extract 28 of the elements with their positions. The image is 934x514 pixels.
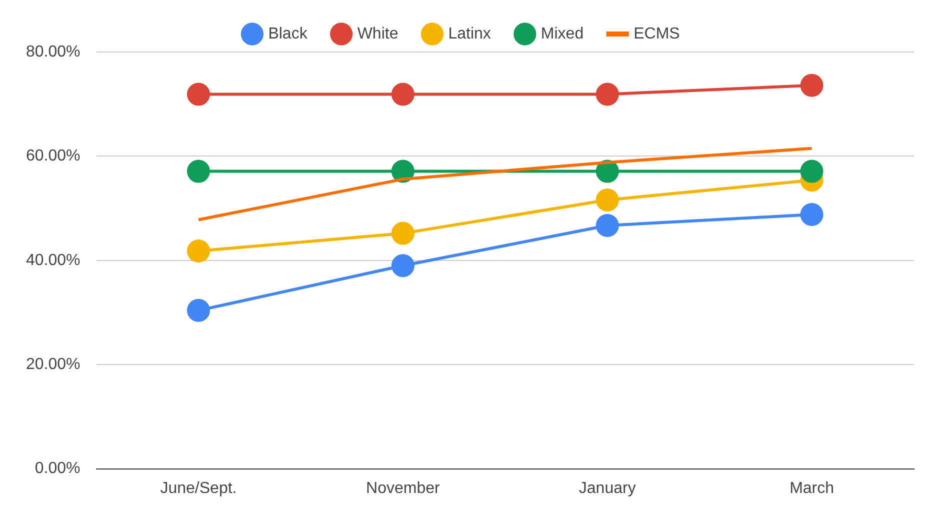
x-tick-label: January <box>578 480 636 497</box>
point <box>800 74 824 97</box>
point <box>391 254 414 278</box>
point <box>596 188 619 212</box>
point <box>186 82 210 106</box>
x-tick-label: June/Sept. <box>160 480 237 497</box>
point <box>391 82 414 106</box>
point <box>596 214 619 237</box>
legend-label: Black <box>268 25 308 42</box>
y-tick-label: 60.00% <box>26 148 80 165</box>
x-tick-label: March <box>790 480 834 497</box>
point <box>186 240 210 263</box>
point <box>186 160 210 183</box>
legend-label: Latinx <box>448 25 491 42</box>
point <box>596 82 619 106</box>
legend-label: Mixed <box>540 25 584 42</box>
y-tick-label: 40.00% <box>26 252 80 269</box>
point <box>596 160 619 183</box>
y-tick-label: 0.00% <box>34 460 80 478</box>
point <box>186 298 210 322</box>
point <box>800 160 824 183</box>
y-tick-label: 80.00% <box>26 43 80 60</box>
x-tick-label: November <box>366 480 440 497</box>
legend-label: White <box>357 25 398 42</box>
point <box>391 222 414 245</box>
y-tick-label: 20.00% <box>26 356 80 374</box>
point <box>800 203 824 226</box>
legend-label: ECMS <box>634 25 680 42</box>
